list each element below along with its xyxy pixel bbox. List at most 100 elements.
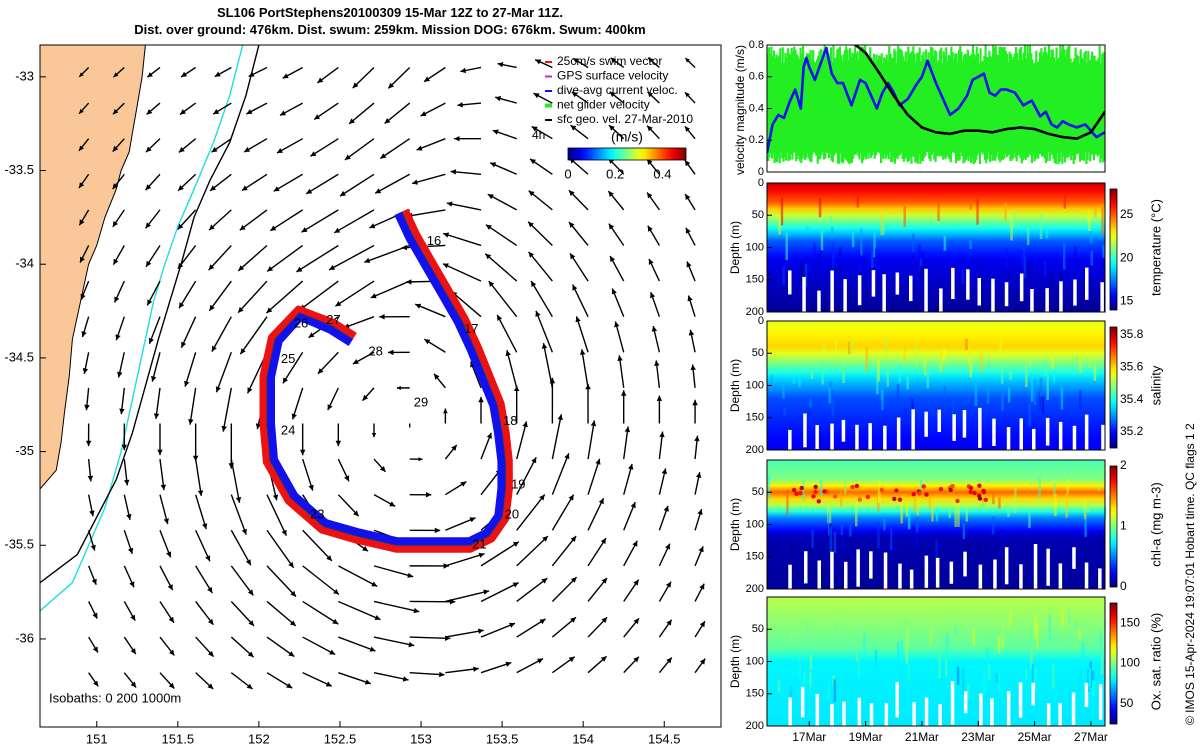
geo-vector-arrow — [239, 209, 268, 231]
geo-vector-arrow — [195, 601, 214, 626]
dive-avg-speed-line — [767, 46, 1105, 154]
geo-vector-arrow — [316, 66, 339, 84]
map-colorbar — [567, 147, 687, 161]
geo-vector-arrow — [442, 263, 482, 282]
temperature-section-y-tick-label: 200 — [746, 306, 764, 318]
geo-vector-arrow — [146, 66, 161, 78]
geo-vector-arrow — [214, 66, 232, 78]
geo-vector-arrow — [241, 173, 268, 192]
geo-vector-arrow — [694, 658, 706, 674]
geo-vector-arrow — [338, 565, 378, 588]
oxygen-section-colorbar-tick-label: 100 — [1120, 656, 1140, 670]
temperature-section-colorbar-tick-label: 25 — [1120, 207, 1134, 221]
geo-vector-arrow — [569, 157, 589, 175]
time-x-tick-label: 19Mar — [849, 730, 883, 744]
geo-vector-arrow — [338, 636, 376, 652]
geo-vector-arrow — [460, 66, 482, 74]
geo-vector-arrow — [209, 173, 232, 192]
geo-vector-arrow — [211, 316, 232, 352]
geo-vector-arrow — [299, 423, 306, 456]
map-x-tick-label: 153 — [410, 731, 432, 746]
chlorophyll-section-colorbar — [1109, 465, 1118, 588]
geo-vector-arrow — [688, 329, 696, 353]
oxygen-section-panel: 50 100 150 200 Depth (m) 50 100 150 Ox. sat. rat… — [728, 596, 1163, 750]
geo-vector-arrow — [646, 192, 660, 211]
temperature-section-y-tick-label: 150 — [746, 274, 764, 286]
geo-vector-arrow — [406, 209, 446, 219]
map-x-tick-label: 152 — [248, 731, 270, 746]
vector-duration-label: 4h — [532, 128, 545, 142]
oxygen-section-data-gaps — [788, 681, 1103, 750]
geo-vector-arrow — [335, 280, 375, 307]
geo-vector-arrow — [239, 316, 268, 355]
geo-vector-arrow — [373, 671, 409, 682]
geo-vector-arrow — [151, 352, 161, 382]
salinity-section-y-axis-label: Depth (m) — [728, 359, 742, 412]
geo-vector-arrow — [159, 601, 175, 624]
legend-entry-label: sfc geo. vel. 27-Mar-2010 — [557, 112, 693, 126]
figure-title: SL106 PortStephens20100309 15-Mar 12Z to… — [40, 4, 740, 38]
geo-vector-arrow — [373, 565, 414, 578]
geo-vector-arrow — [478, 396, 484, 424]
geo-vector-arrow — [571, 91, 589, 104]
geo-vector-arrow — [646, 125, 660, 140]
geo-vector-arrow — [266, 244, 304, 272]
temperature-section-colorbar — [1109, 188, 1118, 311]
geo-vector-arrow — [230, 672, 253, 690]
geo-vector-arrow — [177, 245, 197, 270]
map-y-tick-label: -33.5 — [4, 162, 34, 177]
salinity-section-colorbar-label: salinity — [1148, 365, 1163, 405]
temperature-section-panel: 0 50 100 150 200 Depth (m) 15 20 25 temperature (… — [728, 177, 1163, 336]
geo-vector-arrow — [587, 537, 607, 567]
geo-vector-arrow — [192, 423, 199, 462]
geo-vector-arrow — [445, 628, 484, 638]
geo-vector-arrow — [159, 494, 169, 525]
geo-vector-arrow — [568, 221, 589, 246]
geo-vector-arrow — [551, 414, 563, 460]
geo-vector-arrow — [411, 173, 446, 185]
time-x-tick-label: 25Mar — [1018, 730, 1052, 744]
geo-vector-arrow — [119, 387, 126, 415]
geo-vector-arrow — [112, 209, 125, 228]
geo-vector-arrow — [302, 565, 340, 596]
chlorophyll-section-data-gaps — [788, 544, 1102, 615]
geo-vector-arrow — [623, 540, 638, 567]
geo-vector-arrow — [623, 656, 640, 674]
track-day-label: 26 — [294, 316, 308, 331]
geo-vector-arrow — [658, 619, 673, 638]
geo-vector-arrow — [146, 102, 161, 116]
velocity-y-axis-label: velocity magnitude (m/s) — [733, 45, 747, 175]
geo-vector-arrow — [569, 253, 589, 282]
track-day-label: 19 — [511, 477, 525, 492]
geo-vector-arrow — [230, 529, 252, 566]
geo-vector-arrow — [684, 125, 696, 140]
geo-vector-arrow — [650, 291, 661, 317]
geo-vector-arrow — [79, 245, 90, 263]
geo-vector-arrow — [123, 672, 137, 688]
map-panel: 16 17 18 19 20 21 23 24 25 26 27 28 29 Isobaths: 0 20… — [4, 44, 722, 746]
geo-vector-arrow — [480, 622, 516, 638]
geo-vector-arrow — [373, 458, 387, 473]
geo-vector-arrow — [423, 66, 446, 83]
geo-vector-arrow — [373, 494, 396, 508]
geo-vector-arrow — [609, 91, 625, 104]
geo-vector-arrow — [184, 352, 197, 387]
oxygen-section-colorbar-tick-label: 150 — [1120, 615, 1140, 629]
chlorophyll-section-y-tick-label: 100 — [746, 518, 764, 530]
geo-vector-arrow — [541, 342, 554, 389]
geo-vector-arrow — [159, 530, 172, 558]
geo-vector-arrow — [370, 280, 410, 299]
geo-vector-arrow — [611, 288, 625, 317]
geo-vector-arrow — [208, 209, 232, 231]
geo-vector-arrow — [480, 432, 492, 460]
geo-vector-arrow — [585, 383, 591, 424]
geo-vector-arrow — [621, 390, 627, 424]
geo-vector-arrow — [571, 284, 589, 317]
geo-vector-arrow — [409, 527, 441, 534]
oxygen-section-y-tick-label: 50 — [752, 623, 764, 635]
geo-vector-arrow — [302, 529, 333, 562]
temperature-section-colorbar-tick-label: 15 — [1120, 294, 1134, 308]
geo-vector-arrow — [528, 251, 553, 282]
